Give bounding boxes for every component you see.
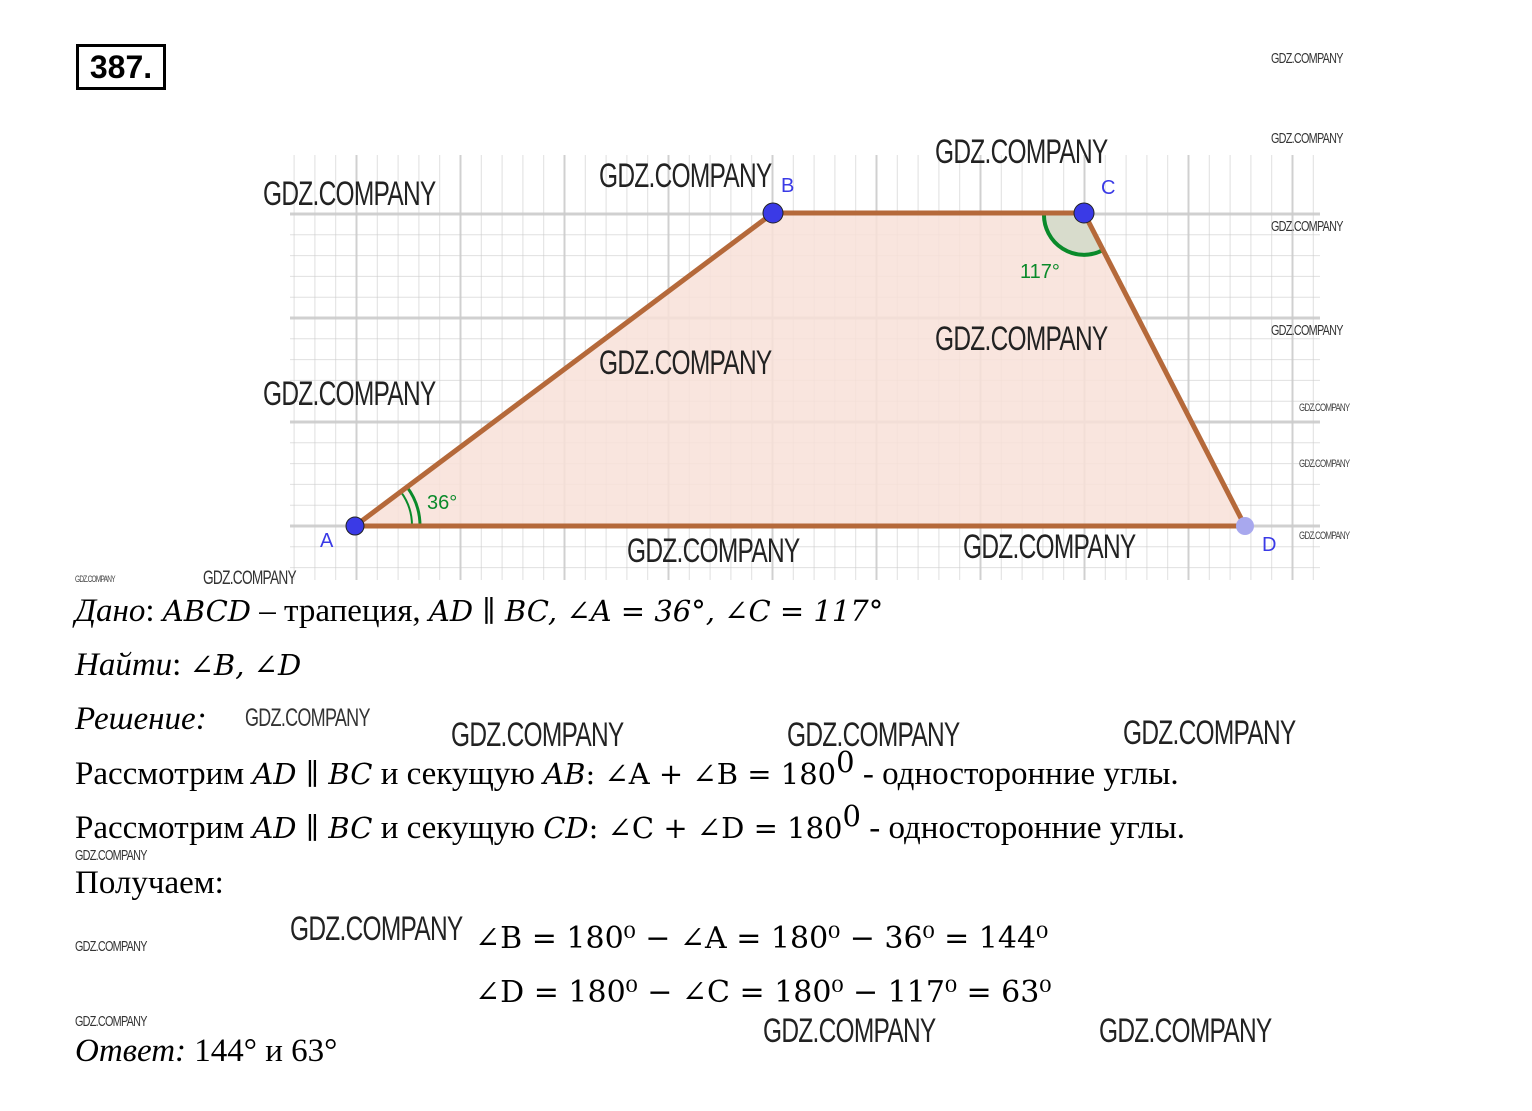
watermark: GDZ.COMPANY: [290, 910, 463, 948]
angle-c-label: 117°: [1020, 261, 1060, 283]
side-cd: [1081, 211, 1248, 528]
label-c: C: [1101, 177, 1115, 199]
point-a: [345, 516, 365, 536]
point-c: [1073, 202, 1095, 224]
angle-a-arc: [405, 486, 422, 527]
step-2: Рассмотрим AD ∥ BC и секущую CD: ∠C + ∠D…: [75, 799, 1186, 846]
angle-a-label: 36°: [427, 492, 457, 514]
point-d: [1236, 517, 1254, 535]
watermark: GDZ.COMPANY: [263, 375, 436, 413]
watermark: GDZ.COMPANY: [451, 716, 624, 754]
watermark: GDZ.COMPANY: [75, 938, 147, 955]
solution-label: Решение:: [75, 701, 207, 737]
trapezoid-figure: A B C D 36° 117°: [290, 155, 1320, 580]
watermark: GDZ.COMPANY: [599, 157, 772, 195]
watermark: GDZ.COMPANY: [935, 320, 1108, 358]
equation-d: ∠D = 180⁰ − ∠C = 180⁰ − 117⁰ = 63⁰: [475, 975, 1052, 1010]
given-line: Дано: ABCD – трапеция, AD ∥ BC, ∠A = 36°…: [75, 593, 884, 629]
obtain-label: Получаем:: [75, 865, 224, 901]
watermark: GDZ.COMPANY: [1271, 322, 1343, 339]
watermark: GDZ.COMPANY: [599, 344, 772, 382]
watermark: GDZ.COMPANY: [1271, 218, 1343, 235]
watermark: GDZ.COMPANY: [963, 528, 1136, 566]
side-ab: [353, 210, 775, 529]
watermark: GDZ.COMPANY: [1299, 530, 1350, 542]
equation-b: ∠B = 180⁰ − ∠A = 180⁰ − 36⁰ = 144⁰: [475, 921, 1049, 956]
find-line: Найти: ∠B, ∠D: [75, 647, 302, 683]
label-d: D: [1262, 534, 1276, 556]
watermark: GDZ.COMPANY: [203, 568, 297, 589]
watermark: GDZ.COMPANY: [787, 716, 960, 754]
watermark: GDZ.COMPANY: [1299, 458, 1350, 470]
point-b: [762, 202, 784, 224]
watermark: GDZ.COMPANY: [763, 1012, 936, 1050]
watermark: GDZ.COMPANY: [627, 532, 800, 570]
watermark: GDZ.COMPANY: [1123, 714, 1296, 752]
watermark: GDZ.COMPANY: [1299, 402, 1350, 414]
watermark: GDZ.COMPANY: [245, 704, 370, 732]
label-a: A: [320, 530, 334, 552]
watermark: GDZ.COMPANY: [75, 847, 147, 864]
watermark: GDZ.COMPANY: [1099, 1012, 1272, 1050]
watermark: GDZ.COMPANY: [1271, 130, 1343, 147]
watermark: GDZ.COMPANY: [1271, 50, 1343, 67]
step-1: Рассмотрим AD ∥ BC и секущую AB: ∠A + ∠B…: [75, 745, 1179, 792]
trapezoid-fill: [355, 213, 1245, 526]
label-b: B: [781, 175, 794, 197]
watermark: GDZ.COMPANY: [75, 1013, 147, 1030]
problem-number: 387.: [76, 44, 166, 90]
watermark: GDZ.COMPANY: [75, 574, 116, 584]
angle-c-arc: [1041, 212, 1104, 257]
watermark: GDZ.COMPANY: [263, 175, 436, 213]
answer-line: Ответ: 144° и 63°: [75, 1033, 338, 1069]
watermark: GDZ.COMPANY: [935, 133, 1108, 171]
